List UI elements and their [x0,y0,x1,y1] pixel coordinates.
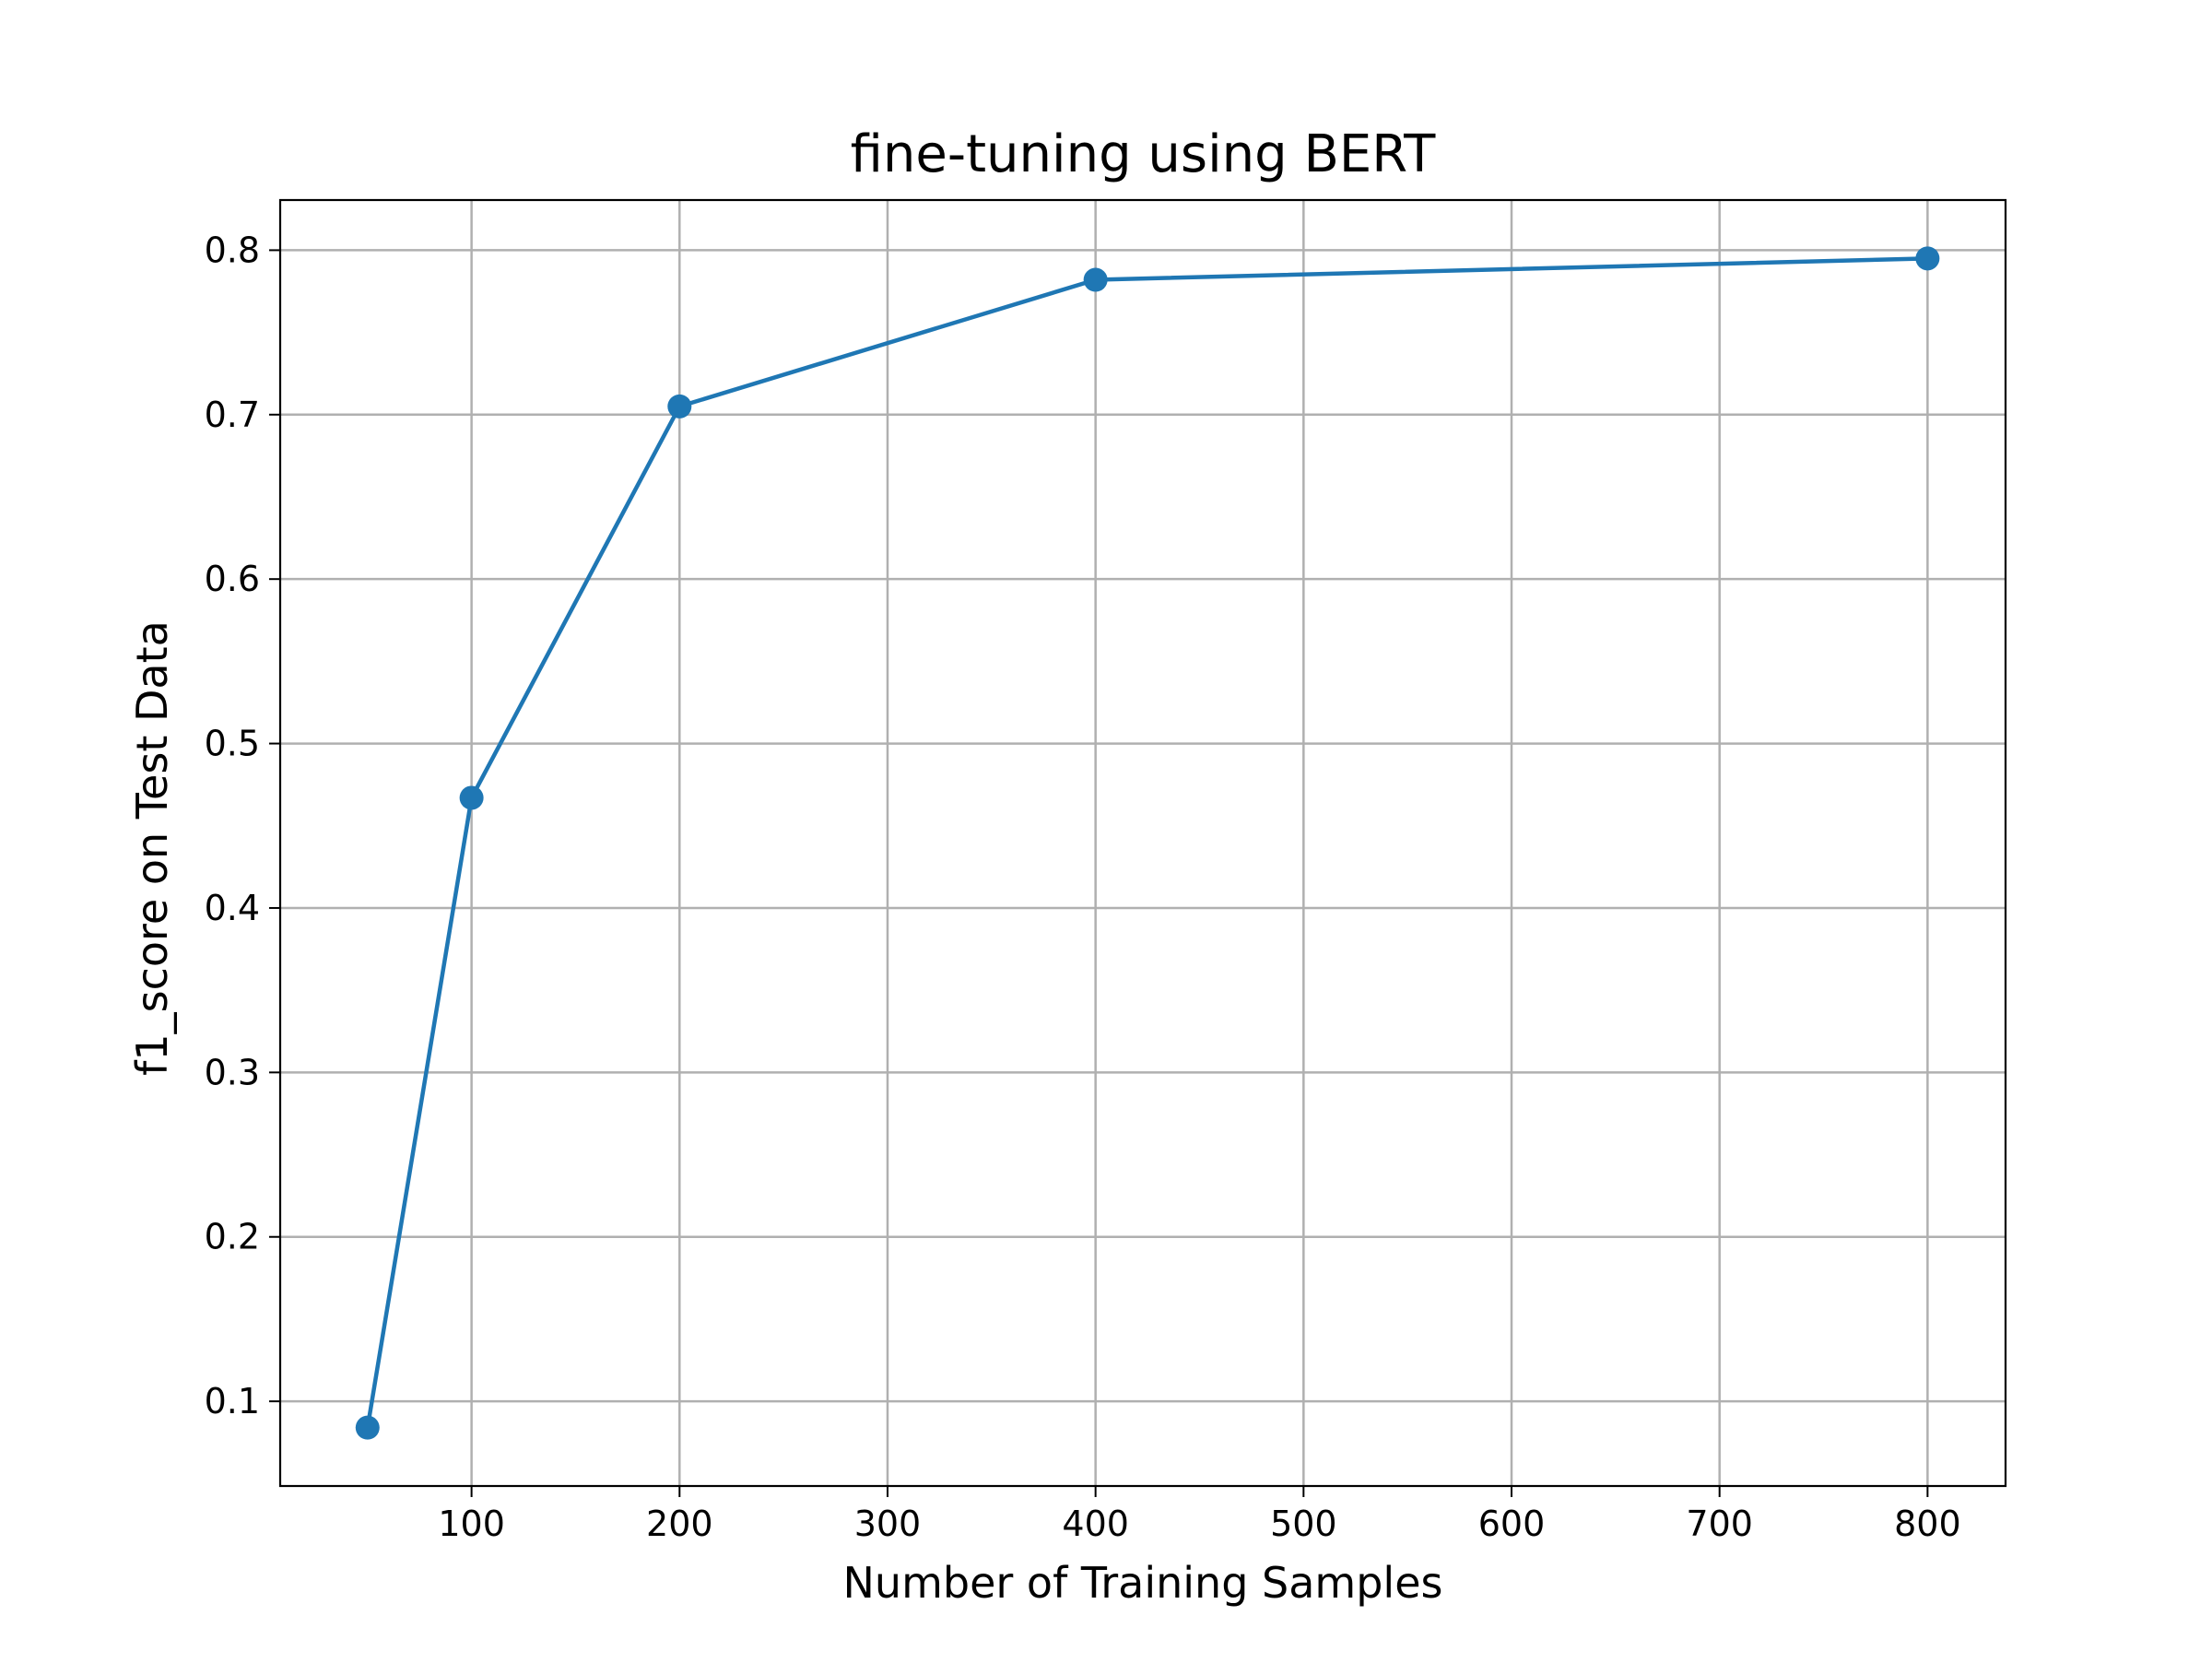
grid [280,200,2006,1486]
y-tick-label: 0.2 [205,1217,260,1257]
axes-frame [278,198,2007,1488]
tick-layer: 100 200 300 400 500 600 700 800 0.1 0.2 0.3 0.4 0.5 0… [205,230,1961,1544]
x-tick-label: 600 [1478,1504,1546,1544]
data-point-marker [459,785,484,810]
series-layer [355,246,1940,1440]
series-line [365,256,1930,1430]
axes-border [278,198,2007,1488]
x-tick-label: 800 [1894,1504,1961,1544]
y-tick-label: 0.8 [205,230,260,270]
chart-title: fine-tuning using BERT [851,124,1436,184]
y-tick-label: 0.3 [205,1052,260,1092]
x-tick-label: 500 [1270,1504,1337,1544]
y-tick-label: 0.1 [205,1381,260,1421]
data-point-marker [355,1415,380,1440]
data-point-marker [1083,267,1108,292]
x-tick-label: 400 [1062,1504,1129,1544]
x-tick-label: 700 [1686,1504,1753,1544]
y-tick-label: 0.4 [205,888,260,928]
data-point-marker [1915,246,1940,271]
x-axis-label: Number of Training Samples [843,1558,1443,1608]
data-point-marker [667,394,692,419]
y-tick-label: 0.5 [205,724,260,764]
y-tick-label: 0.6 [205,559,260,599]
x-tick-label: 200 [646,1504,713,1544]
x-tick-label: 300 [854,1504,922,1544]
y-axis-label: f1_score on Test Data [127,620,177,1076]
x-tick-label: 100 [438,1504,505,1544]
y-tick-label: 0.7 [205,395,260,435]
